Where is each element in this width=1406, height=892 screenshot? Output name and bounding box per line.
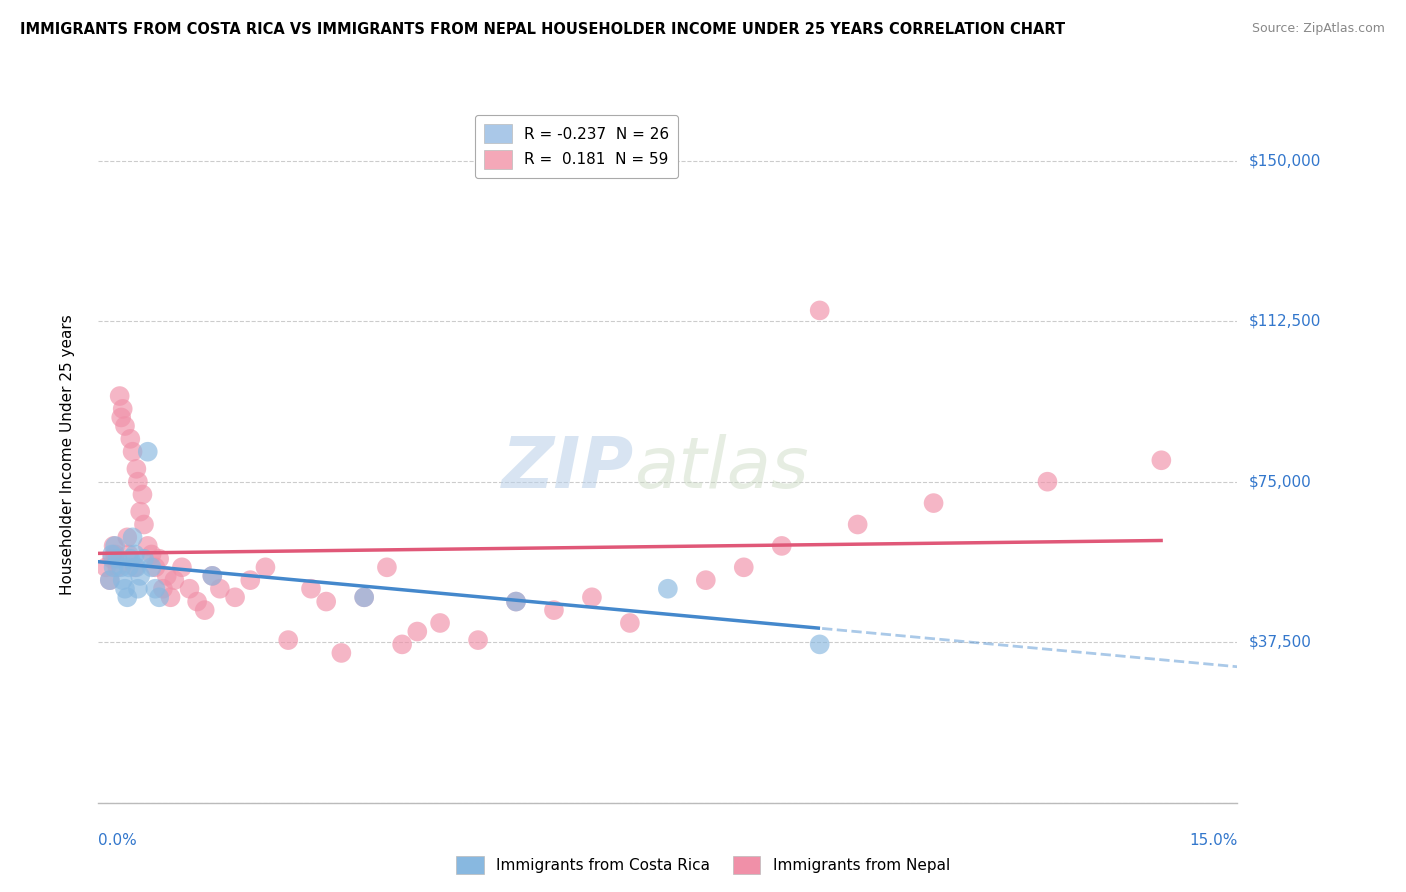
Point	[104, 539, 127, 553]
Point	[330, 646, 353, 660]
Point	[375, 560, 398, 574]
Point	[543, 603, 565, 617]
Legend: R = -0.237  N = 26, R =  0.181  N = 59: R = -0.237 N = 26, R = 0.181 N = 59	[475, 115, 678, 178]
Point	[141, 548, 163, 562]
Point	[101, 551, 124, 566]
Point	[131, 487, 153, 501]
Point	[103, 560, 125, 574]
Point	[148, 551, 170, 566]
Point	[120, 432, 142, 446]
Text: atlas: atlas	[634, 434, 808, 503]
Point	[101, 548, 124, 562]
Point	[733, 560, 755, 574]
Point	[121, 444, 143, 458]
Point	[353, 591, 375, 605]
Point	[117, 530, 139, 544]
Point	[406, 624, 429, 639]
Point	[581, 591, 603, 605]
Point	[118, 548, 141, 562]
Text: 0.0%: 0.0%	[98, 833, 138, 848]
Point	[125, 560, 148, 574]
Point	[120, 551, 142, 566]
Point	[117, 591, 139, 605]
Y-axis label: Householder Income Under 25 years: Householder Income Under 25 years	[60, 315, 75, 595]
Point	[808, 637, 831, 651]
Point	[156, 569, 179, 583]
Point	[111, 401, 134, 416]
Point	[695, 573, 717, 587]
Point	[121, 530, 143, 544]
Point	[619, 615, 641, 630]
Point	[170, 560, 193, 574]
Point	[94, 560, 117, 574]
Point	[104, 548, 127, 562]
Point	[159, 591, 181, 605]
Point	[124, 548, 146, 562]
Point	[1150, 453, 1173, 467]
Point	[108, 389, 131, 403]
Point	[98, 573, 121, 587]
Text: 15.0%: 15.0%	[1189, 833, 1237, 848]
Point	[1036, 475, 1059, 489]
Point	[107, 560, 129, 574]
Point	[194, 603, 217, 617]
Point	[239, 573, 262, 587]
Point	[277, 633, 299, 648]
Point	[201, 569, 224, 583]
Point	[118, 560, 141, 574]
Point	[163, 573, 186, 587]
Point	[148, 591, 170, 605]
Point	[103, 539, 125, 553]
Point	[254, 560, 277, 574]
Point	[299, 582, 322, 596]
Text: ZIP: ZIP	[502, 434, 634, 503]
Text: $75,000: $75,000	[1249, 475, 1312, 489]
Point	[141, 560, 163, 574]
Point	[98, 573, 121, 587]
Point	[353, 591, 375, 605]
Point	[110, 560, 132, 574]
Point	[467, 633, 489, 648]
Text: IMMIGRANTS FROM COSTA RICA VS IMMIGRANTS FROM NEPAL HOUSEHOLDER INCOME UNDER 25 : IMMIGRANTS FROM COSTA RICA VS IMMIGRANTS…	[20, 22, 1064, 37]
Point	[136, 539, 159, 553]
Point	[110, 410, 132, 425]
Point	[505, 594, 527, 608]
Point	[124, 560, 146, 574]
Point	[129, 569, 152, 583]
Point	[224, 591, 246, 605]
Point	[315, 594, 337, 608]
Point	[505, 594, 527, 608]
Point	[808, 303, 831, 318]
Point	[846, 517, 869, 532]
Point	[186, 594, 208, 608]
Point	[429, 615, 451, 630]
Point	[770, 539, 793, 553]
Point	[136, 444, 159, 458]
Point	[145, 560, 167, 574]
Point	[111, 573, 134, 587]
Point	[179, 582, 201, 596]
Text: $112,500: $112,500	[1249, 314, 1320, 328]
Point	[201, 569, 224, 583]
Point	[657, 582, 679, 596]
Point	[127, 582, 149, 596]
Point	[922, 496, 945, 510]
Point	[114, 582, 136, 596]
Point	[132, 551, 155, 566]
Point	[152, 582, 174, 596]
Point	[391, 637, 413, 651]
Point	[129, 505, 152, 519]
Point	[132, 517, 155, 532]
Text: Source: ZipAtlas.com: Source: ZipAtlas.com	[1251, 22, 1385, 36]
Point	[145, 582, 167, 596]
Text: $150,000: $150,000	[1249, 153, 1320, 168]
Legend: Immigrants from Costa Rica, Immigrants from Nepal: Immigrants from Costa Rica, Immigrants f…	[450, 850, 956, 880]
Point	[125, 462, 148, 476]
Point	[107, 551, 129, 566]
Point	[114, 419, 136, 434]
Text: $37,500: $37,500	[1249, 635, 1312, 649]
Point	[127, 475, 149, 489]
Point	[208, 582, 231, 596]
